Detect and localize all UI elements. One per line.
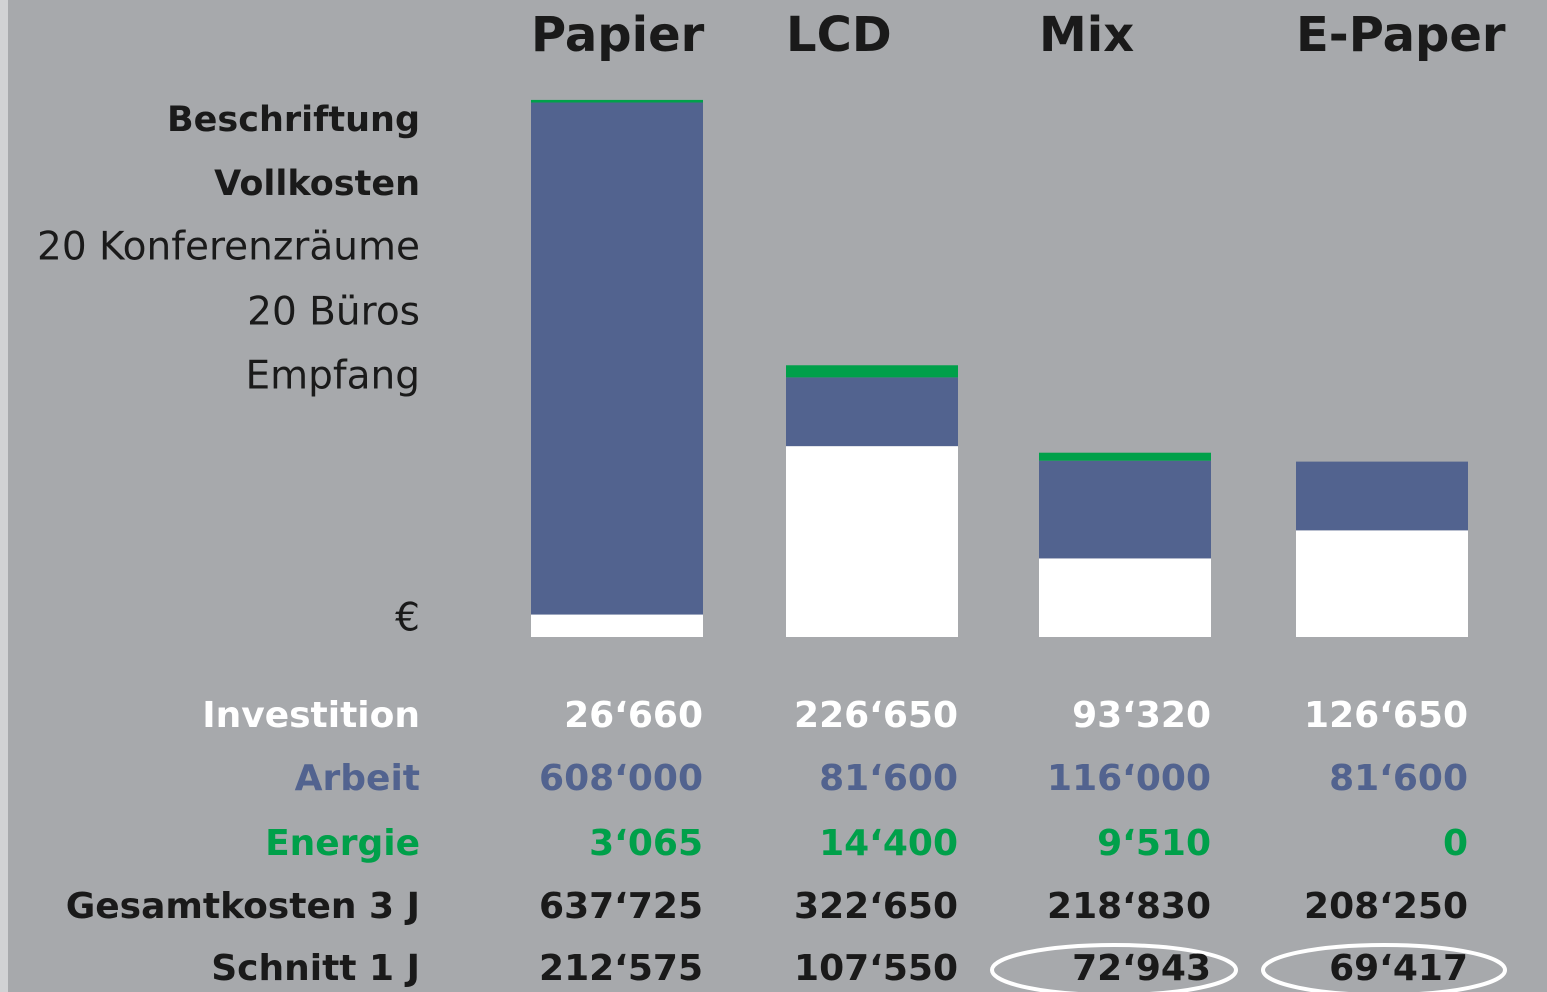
- bar-segment: [786, 365, 958, 378]
- highlight-ellipse: [1261, 943, 1507, 992]
- subtitle-line: 20 Büros: [247, 290, 420, 335]
- row-label: Gesamtkosten 3 J: [66, 886, 420, 927]
- bar-segment: [786, 377, 958, 447]
- bar-segment: [531, 102, 703, 615]
- row-label: Investition: [202, 695, 420, 736]
- value-label: 107‘550: [794, 948, 958, 989]
- value-label: 69‘417: [1329, 948, 1468, 989]
- row-label: Schnitt 1 J: [211, 948, 420, 989]
- subtitle-line: 20 Konferenzräume: [37, 225, 420, 270]
- value-label: 608‘000: [539, 758, 703, 799]
- category-label: LCD: [786, 7, 892, 63]
- left-strip: [0, 0, 8, 992]
- value-label: 322‘650: [794, 886, 958, 927]
- category-label: E-Paper: [1296, 7, 1506, 63]
- unit-label: €: [395, 596, 420, 641]
- value-label: 637‘725: [539, 886, 703, 927]
- value-label: 116‘000: [1047, 758, 1211, 799]
- value-label: 26‘660: [564, 695, 703, 736]
- subtitle-line: Empfang: [246, 354, 421, 399]
- value-label: 72‘943: [1072, 948, 1211, 989]
- value-label: 226‘650: [794, 695, 958, 736]
- row-label: Energie: [265, 823, 420, 864]
- value-label: 81‘600: [819, 758, 958, 799]
- category-label: Papier: [531, 7, 705, 63]
- title-line: Beschriftung: [167, 100, 420, 140]
- bar-segment: [1296, 461, 1468, 531]
- title-line: Vollkosten: [214, 164, 420, 204]
- value-label: 0: [1443, 823, 1468, 864]
- value-label: 81‘600: [1329, 758, 1468, 799]
- value-label: 9‘510: [1097, 823, 1211, 864]
- bar-segment: [1296, 530, 1468, 637]
- highlight-ellipse: [990, 943, 1238, 992]
- bar-segment: [531, 99, 703, 103]
- bar-segment: [1039, 460, 1211, 559]
- value-label: 208‘250: [1304, 886, 1468, 927]
- bar-segment: [1039, 452, 1211, 461]
- value-label: 3‘065: [589, 823, 703, 864]
- value-label: 14‘400: [819, 823, 958, 864]
- bar-segment: [531, 614, 703, 637]
- value-label: 218‘830: [1047, 886, 1211, 927]
- value-label: 93‘320: [1072, 695, 1211, 736]
- value-label: 126‘650: [1304, 695, 1468, 736]
- category-label: Mix: [1039, 7, 1134, 63]
- bar-segment: [786, 446, 958, 637]
- bar-segment: [1039, 558, 1211, 637]
- row-label: Arbeit: [295, 758, 420, 799]
- value-label: 212‘575: [539, 948, 703, 989]
